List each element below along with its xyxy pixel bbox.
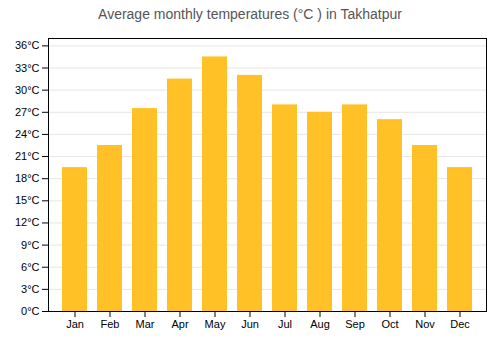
- svg-text:Sep: Sep: [345, 318, 365, 330]
- svg-text:6°C: 6°C: [21, 261, 40, 273]
- svg-text:15°C: 15°C: [15, 194, 40, 206]
- svg-text:Feb: Feb: [101, 318, 120, 330]
- svg-text:33°C: 33°C: [15, 62, 40, 74]
- svg-text:9°C: 9°C: [21, 239, 40, 251]
- svg-text:Apr: Apr: [171, 318, 188, 330]
- svg-text:Mar: Mar: [136, 318, 155, 330]
- svg-text:30°C: 30°C: [15, 84, 40, 96]
- svg-text:Jul: Jul: [278, 318, 292, 330]
- svg-text:Jun: Jun: [241, 318, 259, 330]
- svg-text:24°C: 24°C: [15, 128, 40, 140]
- svg-text:36°C: 36°C: [15, 39, 40, 51]
- svg-text:Dec: Dec: [450, 318, 470, 330]
- svg-text:12°C: 12°C: [15, 216, 40, 228]
- html-text:Average monthly temperatures (: Average monthly temperatures (°C ) in Ta…: [98, 6, 402, 22]
- svg-text:27°C: 27°C: [15, 106, 40, 118]
- svg-text:Oct: Oct: [381, 318, 398, 330]
- svg-text:0°C: 0°C: [21, 305, 40, 317]
- svg-text:3°C: 3°C: [21, 283, 40, 295]
- svg-text:May: May: [205, 318, 226, 330]
- svg-text:21°C: 21°C: [15, 150, 40, 162]
- svg-text:Aug: Aug: [310, 318, 330, 330]
- svg-text:18°C: 18°C: [15, 172, 40, 184]
- svg-text:Nov: Nov: [415, 318, 435, 330]
- svg-text:Jan: Jan: [66, 318, 84, 330]
